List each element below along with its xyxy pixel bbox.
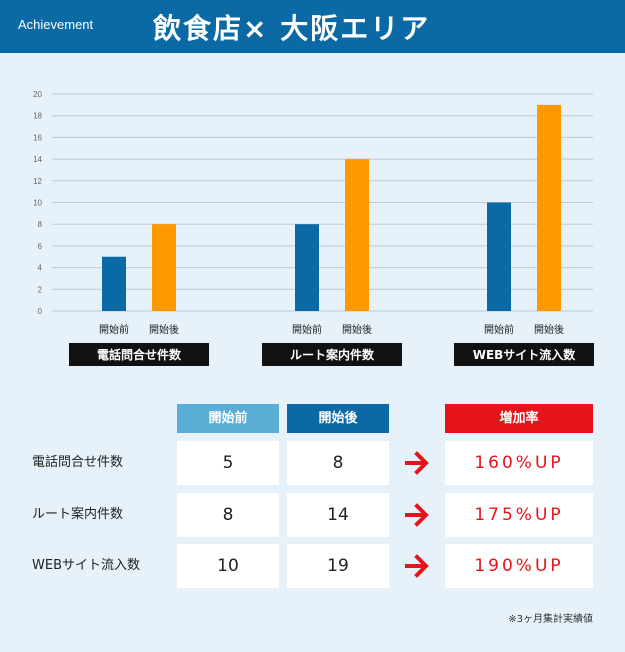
row-label: WEBサイト流入数: [32, 558, 140, 573]
page-title: 飲食店× 大阪エリア: [153, 12, 431, 45]
bar: [345, 159, 369, 311]
y-tick-label: 16: [33, 133, 42, 142]
x-tick-label: 開始後: [342, 323, 372, 336]
y-tick-label: 4: [38, 264, 43, 273]
x-tick-label: 開始前: [292, 323, 322, 336]
bar: [152, 224, 176, 311]
y-tick-label: 8: [38, 220, 43, 229]
after-value: 19: [287, 544, 389, 588]
x-tick-label: 開始後: [534, 323, 564, 336]
arrow-right-icon: [405, 503, 429, 527]
y-tick-label: 6: [38, 242, 43, 251]
y-tick-label: 14: [33, 155, 42, 164]
row-label: ルート案内件数: [32, 507, 124, 522]
rate-value: 175%UP: [445, 493, 593, 537]
after-value: 14: [287, 493, 389, 537]
group-label: 電話問合せ件数: [97, 347, 182, 362]
group-label-box: [262, 343, 402, 366]
after-value: 8: [287, 441, 389, 485]
bar: [102, 256, 126, 311]
before-value: 5: [177, 441, 279, 485]
before-value: 8: [177, 493, 279, 537]
rate-value: 160%UP: [445, 441, 593, 485]
arrow-right-icon: [405, 451, 429, 475]
header-rate: 増加率: [445, 404, 593, 433]
header-label: Achievement: [18, 17, 94, 32]
bar: [537, 104, 561, 311]
x-tick-label: 開始前: [99, 323, 129, 336]
y-tick-label: 18: [33, 112, 42, 121]
group-label: ルート案内件数: [290, 347, 375, 362]
header-before: 開始前: [177, 404, 279, 433]
y-tick-label: 20: [33, 90, 42, 99]
y-tick-label: 2: [38, 285, 43, 294]
header-bar: Achievement 飲食店× 大阪エリア: [0, 0, 625, 53]
group-label-box: [69, 343, 209, 366]
row-label: 電話問合せ件数: [32, 455, 124, 470]
y-tick-label: 12: [33, 177, 42, 186]
bar: [487, 202, 511, 311]
x-tick-label: 開始前: [484, 323, 514, 336]
group-label: WEBサイト流入数: [473, 347, 577, 362]
bar: [295, 224, 319, 311]
group-label-box: [454, 343, 594, 366]
rate-value: 190%UP: [445, 544, 593, 588]
x-tick-label: 開始後: [149, 323, 179, 336]
header-after: 開始後: [287, 404, 389, 433]
before-value: 10: [177, 544, 279, 588]
y-tick-label: 0: [38, 307, 43, 316]
arrow-right-icon: [405, 554, 429, 578]
y-tick-label: 10: [33, 199, 42, 208]
footnote: ※3ヶ月集計実績値: [508, 614, 593, 625]
